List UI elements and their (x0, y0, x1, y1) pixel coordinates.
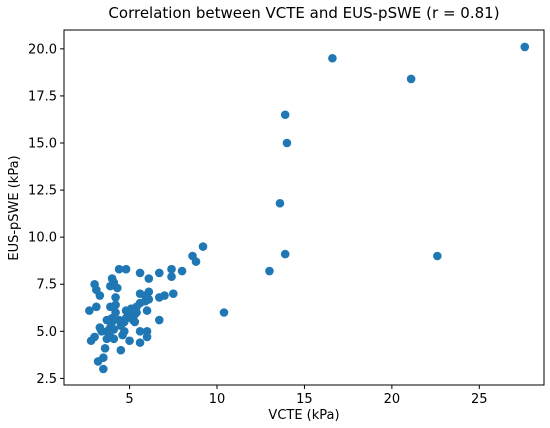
data-point (168, 289, 178, 298)
data-point (135, 338, 145, 347)
data-point (191, 257, 201, 266)
data-point (135, 268, 145, 278)
y-tick-label: 7.5 (36, 278, 57, 293)
data-point (155, 293, 164, 302)
data-point (100, 343, 110, 353)
data-point (95, 323, 105, 332)
data-point (111, 293, 120, 302)
data-point (144, 274, 154, 283)
data-point (99, 364, 108, 374)
data-point (280, 249, 290, 259)
data-point (433, 251, 442, 261)
data-point (86, 336, 96, 346)
data-point (114, 264, 124, 274)
data-point (142, 306, 152, 315)
data-point (106, 302, 115, 312)
x-tick-label: 10 (209, 392, 226, 407)
data-point (118, 330, 127, 340)
chart-title: Correlation between VCTE and EUS-pSWE (r… (108, 4, 499, 22)
y-tick-label: 17.5 (28, 89, 57, 104)
data-point (114, 315, 124, 325)
y-tick-label: 2.5 (36, 372, 57, 387)
data-point (155, 268, 164, 278)
data-point (135, 289, 145, 298)
data-point (102, 315, 112, 325)
data-point (92, 302, 101, 312)
data-point (135, 327, 145, 336)
data-point (121, 264, 131, 274)
data-point (265, 266, 274, 276)
x-tick-label: 20 (384, 392, 401, 407)
x-tick-label: 5 (125, 392, 133, 407)
data-point (142, 332, 152, 342)
data-point (155, 315, 164, 325)
data-point (177, 266, 187, 276)
data-point (125, 336, 134, 346)
y-axis-ticks: 2.5 5.0 7.5 10.0 12.5 15.0 17.5 20.0 (28, 42, 64, 387)
y-tick-label: 20.0 (28, 42, 57, 57)
data-point (167, 272, 176, 282)
x-axis-label: VCTE (kPa) (268, 408, 339, 423)
data-points (85, 42, 530, 374)
data-point (280, 110, 290, 120)
data-point (282, 138, 292, 148)
data-point (85, 306, 94, 315)
y-axis-label: EUS-pSWE (kPa) (7, 155, 22, 260)
y-tick-label: 10.0 (28, 231, 57, 246)
data-point (406, 74, 416, 84)
x-axis-ticks: 5 10 15 20 25 (125, 385, 488, 407)
data-point (102, 334, 112, 344)
data-point (219, 308, 229, 317)
data-point (275, 198, 285, 208)
data-point (198, 242, 208, 251)
data-point (520, 42, 530, 52)
y-tick-label: 5.0 (36, 325, 57, 340)
data-point (106, 281, 115, 291)
data-point (167, 264, 176, 274)
data-point (90, 279, 99, 289)
x-tick-label: 15 (296, 392, 313, 407)
data-point (121, 306, 131, 315)
data-point (116, 345, 126, 355)
x-tick-label: 25 (471, 392, 488, 407)
y-tick-label: 15.0 (28, 136, 57, 151)
data-point (107, 274, 117, 283)
data-point (93, 357, 103, 366)
data-point (328, 53, 337, 63)
y-tick-label: 12.5 (28, 184, 57, 199)
